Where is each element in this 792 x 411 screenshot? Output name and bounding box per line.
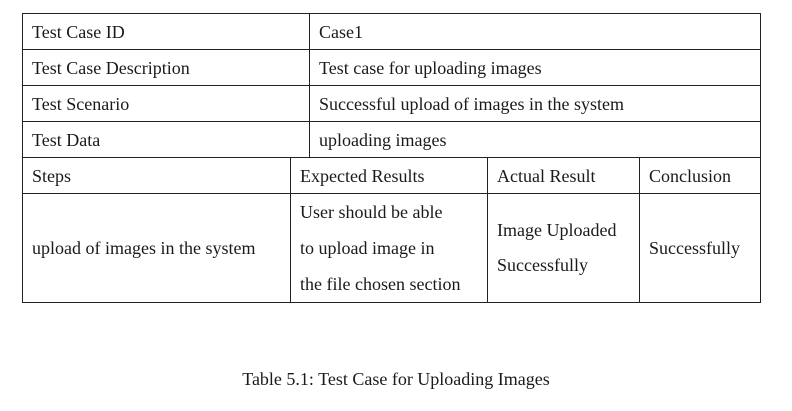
header-steps: Steps bbox=[22, 157, 291, 194]
expected-line: to upload image in bbox=[300, 238, 435, 258]
table-row: Test Scenario Successful upload of image… bbox=[22, 85, 761, 122]
table-row: upload of images in the system User shou… bbox=[22, 193, 761, 303]
row-label: Test Scenario bbox=[22, 85, 310, 122]
conclusion-cell: Successfully bbox=[639, 193, 761, 303]
header-expected-results: Expected Results bbox=[290, 157, 488, 194]
table-row: Test Case Description Test case for uplo… bbox=[22, 49, 761, 86]
row-label: Test Case ID bbox=[22, 13, 310, 50]
steps-cell: upload of images in the system bbox=[22, 193, 291, 303]
header-conclusion: Conclusion bbox=[639, 157, 761, 194]
actual-result-cell: Image Uploaded Successfully bbox=[487, 193, 640, 303]
test-case-table: Test Case ID Case1 Test Case Description… bbox=[22, 13, 761, 303]
table-row: Test Data uploading images bbox=[22, 121, 761, 158]
row-value: uploading images bbox=[309, 121, 761, 158]
header-actual-result: Actual Result bbox=[487, 157, 640, 194]
actual-line: Image Uploaded bbox=[497, 220, 617, 240]
expected-results-cell: User should be able to upload image in t… bbox=[290, 193, 488, 303]
row-value: Test case for uploading images bbox=[309, 49, 761, 86]
table-row: Test Case ID Case1 bbox=[22, 13, 761, 50]
row-value: Case1 bbox=[309, 13, 761, 50]
row-value: Successful upload of images in the syste… bbox=[309, 85, 761, 122]
expected-line: User should be able bbox=[300, 202, 443, 222]
actual-line: Successfully bbox=[497, 255, 588, 275]
table-caption: Table 5.1: Test Case for Uploading Image… bbox=[242, 369, 550, 389]
row-label: Test Data bbox=[22, 121, 310, 158]
table-header-row: Steps Expected Results Actual Result Con… bbox=[22, 157, 761, 194]
row-label: Test Case Description bbox=[22, 49, 310, 86]
expected-line: the file chosen section bbox=[300, 274, 461, 294]
